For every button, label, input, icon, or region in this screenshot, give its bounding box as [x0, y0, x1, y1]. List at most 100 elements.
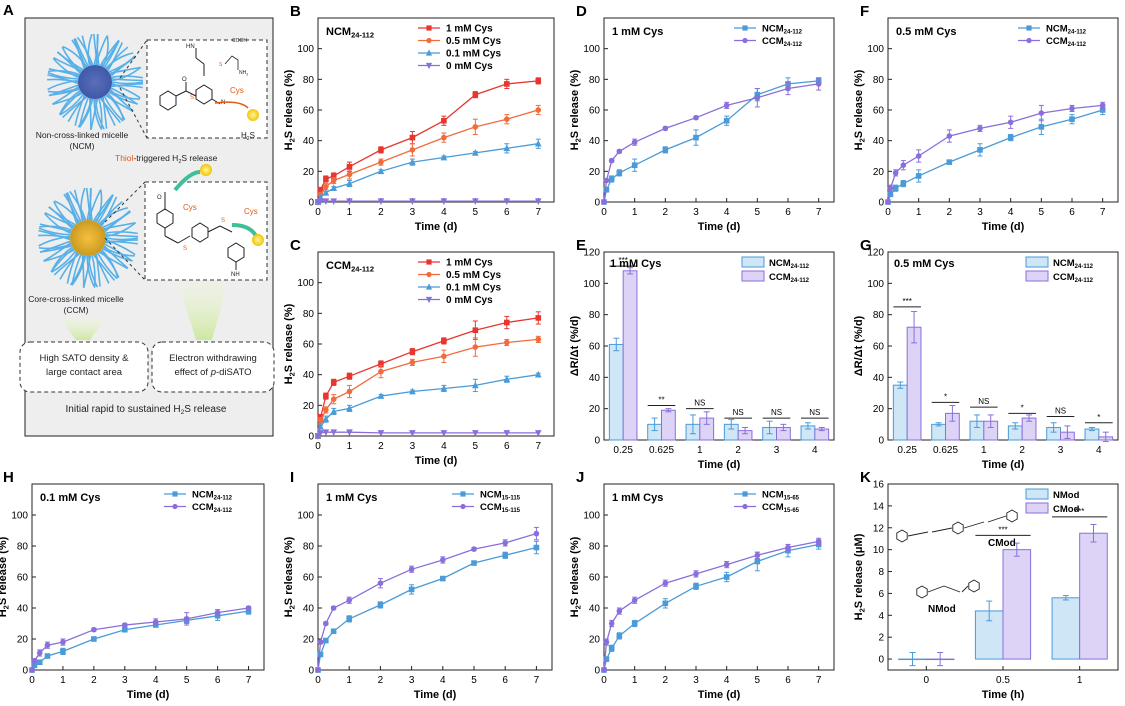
data-point — [323, 407, 329, 413]
data-point — [323, 637, 329, 644]
data-point — [323, 620, 329, 627]
micelle-chain — [111, 83, 144, 88]
data-point — [742, 491, 748, 497]
y-tick-label: 40 — [873, 373, 885, 384]
legend-label-part: 24-112 — [784, 42, 803, 48]
panel-letter: E — [576, 237, 586, 254]
legend-label: 0.5 mM Cys — [446, 270, 501, 281]
y-tick-label: 80 — [303, 75, 315, 86]
chart-title-part: 1 mM Cys — [612, 26, 663, 38]
micelle-chain — [81, 255, 85, 288]
data-point — [317, 186, 324, 193]
micelle-chain — [59, 93, 84, 116]
y-tick-label: 60 — [873, 342, 885, 353]
chart-title: 0.5 mM Cys — [894, 258, 955, 270]
data-point — [534, 198, 542, 206]
legend-label: NCM15-115 — [480, 490, 521, 502]
data-point — [785, 544, 791, 551]
x-tick-label: 5 — [473, 207, 479, 218]
series-ncm — [315, 540, 540, 673]
legend-label: CCM24-112 — [1046, 36, 1087, 48]
legend-label: NCM24-112 — [762, 24, 803, 36]
light-beam — [60, 318, 105, 340]
y-axis-label-part: 2 — [858, 608, 867, 612]
data-point — [533, 544, 540, 551]
series-line — [317, 338, 539, 437]
legend-label-part: NCM — [192, 490, 214, 501]
data-point — [534, 430, 542, 437]
bar — [608, 343, 624, 441]
box2-line2: effect of p-diSATO — [174, 367, 251, 378]
y-axis-label: ΔR/Δt (%/d) — [569, 315, 581, 376]
y-tick-label: 0 — [308, 432, 314, 443]
y-tick-label: 12 — [873, 523, 885, 534]
micelle-chain — [43, 212, 71, 234]
legend-label-part: 0 mM Cys — [446, 295, 493, 306]
data-point — [409, 430, 416, 437]
data-point — [502, 552, 508, 559]
data-point — [471, 546, 477, 552]
data-point — [346, 616, 352, 622]
bar — [661, 409, 676, 441]
data-point — [346, 171, 353, 178]
benzene-ring — [896, 529, 908, 543]
data-point — [608, 176, 615, 182]
legend-label-part: 0.5 mM Cys — [446, 270, 501, 281]
data-point — [346, 163, 353, 170]
micelle-chain — [108, 91, 138, 105]
x-tick-label: 6 — [504, 441, 510, 452]
micelle-chain — [69, 190, 87, 221]
data-point — [245, 605, 252, 611]
x-tick-label: 1 — [916, 207, 922, 218]
micelle-chain — [107, 42, 124, 72]
data-point — [603, 186, 610, 193]
y-tick-label: 80 — [589, 75, 601, 86]
bond — [987, 515, 1007, 523]
data-point — [441, 353, 447, 360]
micelle-chain — [100, 196, 118, 227]
data-point — [346, 404, 353, 412]
micelle-chain — [74, 38, 90, 67]
x-tick-label: 7 — [816, 207, 822, 218]
micelle-chain — [44, 211, 75, 227]
x-tick-label: 0.25 — [897, 445, 917, 456]
micelle-chain — [62, 45, 88, 68]
data-point — [346, 388, 353, 395]
data-point — [723, 561, 730, 568]
x-tick-label: 1 — [697, 445, 703, 456]
zoom-line — [104, 237, 146, 281]
micelle-chain — [88, 255, 99, 288]
data-point — [330, 198, 338, 206]
y-tick-label: 80 — [17, 542, 29, 553]
micelle-chain — [54, 200, 81, 223]
data-point — [323, 176, 329, 182]
legend-label-part: 24-112 — [1075, 264, 1094, 270]
legend-swatch — [1025, 270, 1049, 282]
legend-label: 0 mM Cys — [446, 61, 493, 72]
plot-frame — [317, 17, 555, 203]
x-tick-label: 0 — [885, 207, 891, 218]
schematic-footer: Initial rapid to sustained H2S release — [66, 404, 227, 416]
bond — [961, 585, 969, 593]
data-point — [603, 177, 610, 184]
box1-line2: large contact area — [46, 367, 123, 378]
data-point — [44, 642, 51, 648]
benzene-ring — [968, 579, 980, 593]
micelle-chain — [39, 223, 72, 233]
y-tick-label: 80 — [589, 542, 601, 553]
legend-label: 0.1 mM Cys — [446, 283, 501, 294]
legend-label-part: NCM — [769, 258, 791, 269]
legend-label: 0.1 mM Cys — [446, 49, 501, 60]
conclusion-box-density — [19, 341, 149, 393]
series-line — [603, 543, 819, 671]
box1-line1: High SATO density & — [40, 353, 130, 364]
micelle-chain — [103, 95, 124, 122]
micelle-chain — [47, 79, 79, 91]
data-point — [317, 639, 324, 645]
bar — [622, 270, 638, 441]
legend-label: CCM24-112 — [192, 502, 233, 514]
release-arrow — [231, 223, 258, 238]
h2s-sun-icon — [247, 109, 259, 121]
data-point — [946, 159, 953, 165]
bond — [943, 585, 961, 593]
